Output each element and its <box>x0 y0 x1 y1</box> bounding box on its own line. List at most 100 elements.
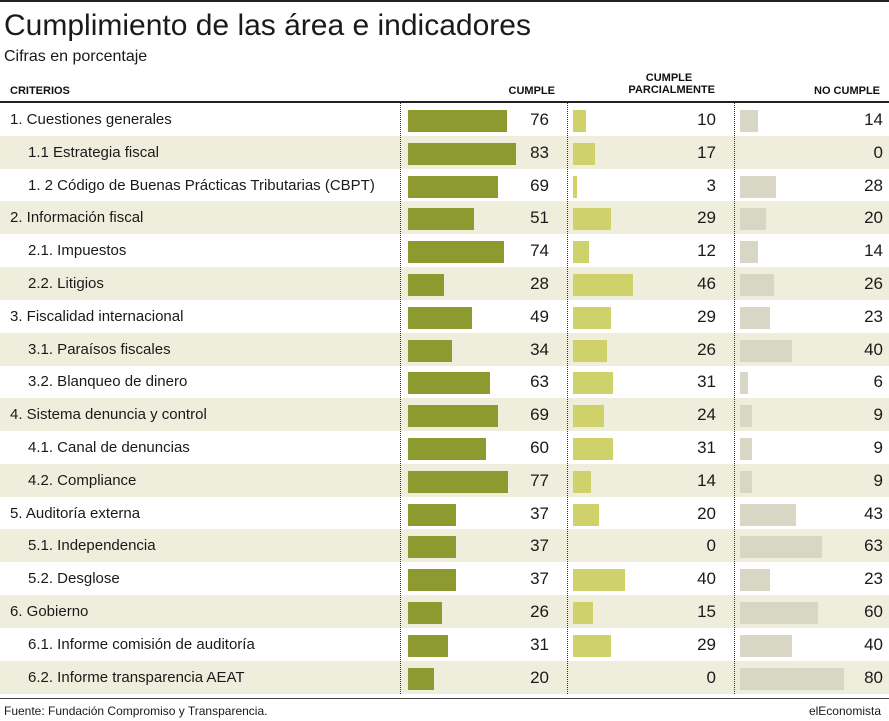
bar-no-cumple <box>740 241 759 264</box>
bar-parcial <box>573 372 614 395</box>
row-label: 6.2. Informe transparencia AEAT <box>28 668 245 686</box>
table-row: 4. Sistema denuncia y control 69 24 9 <box>0 398 889 432</box>
divider-cumple <box>400 103 401 694</box>
bar-no-cumple <box>740 208 766 231</box>
value-cumple: 74 <box>530 241 549 261</box>
bar-cumple <box>408 667 434 690</box>
bar-no-cumple <box>740 503 796 526</box>
chart-subtitle: Cifras en porcentaje <box>4 48 148 65</box>
bar-no-cumple <box>740 536 822 559</box>
column-header-criterios: CRITERIOS <box>10 85 70 97</box>
row-label: 3.2. Blanqueo de dinero <box>28 373 188 391</box>
value-cumple: 20 <box>530 667 549 687</box>
row-label: 4.2. Compliance <box>28 471 137 489</box>
bar-parcial <box>573 503 599 526</box>
table-row: 4.1. Canal de denuncias 60 31 9 <box>0 431 889 464</box>
column-header-parcial-line1: CUMPLE <box>645 72 693 84</box>
table-row: 6.2. Informe transparencia AEAT 20 0 80 <box>0 660 889 694</box>
table-row: 5.2. Desglose 37 40 23 <box>0 562 889 595</box>
row-label: 6. Gobierno <box>10 603 89 620</box>
value-no-cumple: 14 <box>864 241 883 261</box>
value-parcial: 12 <box>697 241 716 261</box>
value-cumple: 76 <box>530 110 549 129</box>
bar-no-cumple <box>740 667 844 690</box>
table-row: 3.2. Blanqueo de dinero 63 31 6 <box>0 365 889 398</box>
value-no-cumple: 9 <box>873 405 883 425</box>
value-cumple: 37 <box>530 569 549 589</box>
row-label: 2.2. Litigios <box>28 275 104 292</box>
column-header-parcialmente: CUMPLE PARCIALMENTE <box>560 72 715 96</box>
bar-no-cumple <box>740 470 752 493</box>
value-parcial: 29 <box>697 306 716 326</box>
table-row: 2.2. Litigios 28 46 26 <box>0 267 889 300</box>
table-row: 3. Fiscalidad internacional 49 29 23 <box>0 300 889 333</box>
bar-cumple <box>408 306 472 329</box>
value-cumple: 37 <box>530 503 549 523</box>
table-row: 6. Gobierno 26 15 60 <box>0 595 889 628</box>
brand-logo: elEconomista <box>808 704 881 718</box>
bar-parcial <box>573 602 593 624</box>
value-parcial: 31 <box>697 372 716 392</box>
bar-cumple <box>408 208 475 231</box>
row-label: 4.1. Canal de denuncias <box>28 439 190 456</box>
bar-parcial <box>573 142 596 165</box>
value-no-cumple: 40 <box>864 339 883 359</box>
value-parcial: 15 <box>697 602 716 621</box>
value-no-cumple: 9 <box>873 470 883 490</box>
value-no-cumple: 14 <box>864 110 883 129</box>
bar-no-cumple <box>740 372 748 395</box>
bar-cumple <box>408 175 498 198</box>
table-row: 1.1 Estrategia fiscal 83 17 0 <box>0 135 889 169</box>
value-no-cumple: 20 <box>864 208 883 228</box>
bar-cumple <box>408 503 457 526</box>
bar-cumple <box>408 339 453 362</box>
value-parcial: 0 <box>706 667 716 687</box>
bar-cumple <box>408 602 442 624</box>
bar-no-cumple <box>740 602 818 624</box>
value-cumple: 26 <box>530 602 549 621</box>
row-label: 1.1 Estrategia fiscal <box>28 143 159 161</box>
value-cumple: 69 <box>530 405 549 425</box>
value-cumple: 28 <box>530 274 549 293</box>
value-no-cumple: 80 <box>864 667 883 687</box>
divider-no-cumple <box>734 103 735 694</box>
bar-parcial <box>573 241 589 264</box>
row-label: 1. Cuestiones generales <box>10 111 172 128</box>
value-cumple: 31 <box>530 634 549 654</box>
value-cumple: 49 <box>530 306 549 326</box>
table-row: 2.1. Impuestos 74 12 14 <box>0 234 889 267</box>
bar-parcial <box>573 339 607 362</box>
bar-cumple <box>408 241 505 264</box>
bar-parcial <box>573 470 592 493</box>
column-header-no-cumple: NO CUMPLE <box>814 85 880 97</box>
value-cumple: 83 <box>530 142 549 162</box>
bar-parcial <box>573 110 586 132</box>
value-no-cumple: 40 <box>864 634 883 654</box>
table-row: 5.1. Independencia 37 0 63 <box>0 529 889 563</box>
bar-cumple <box>408 405 498 428</box>
column-header-parcial-line2: PARCIALMENTE <box>628 84 715 96</box>
bar-no-cumple <box>740 306 770 329</box>
header-rule <box>0 101 889 103</box>
bar-parcial <box>573 175 577 198</box>
value-cumple: 69 <box>530 175 549 195</box>
bar-no-cumple <box>740 339 792 362</box>
row-label: 3. Fiscalidad internacional <box>10 307 184 325</box>
bar-cumple <box>408 142 516 165</box>
value-parcial: 20 <box>697 503 716 523</box>
bar-parcial <box>573 569 625 592</box>
value-parcial: 29 <box>697 208 716 228</box>
value-no-cumple: 28 <box>864 175 883 195</box>
value-parcial: 24 <box>697 405 716 425</box>
value-parcial: 31 <box>697 438 716 457</box>
value-no-cumple: 0 <box>873 142 883 162</box>
value-parcial: 10 <box>697 110 716 129</box>
bar-no-cumple <box>740 634 792 657</box>
row-label: 5.1. Independencia <box>28 537 156 555</box>
value-parcial: 26 <box>697 339 716 359</box>
bar-cumple <box>408 634 449 657</box>
source-note: Fuente: Fundación Compromiso y Transpare… <box>4 704 268 718</box>
bar-cumple <box>408 470 509 493</box>
row-label: 2. Información fiscal <box>10 209 144 227</box>
value-no-cumple: 63 <box>864 536 883 556</box>
